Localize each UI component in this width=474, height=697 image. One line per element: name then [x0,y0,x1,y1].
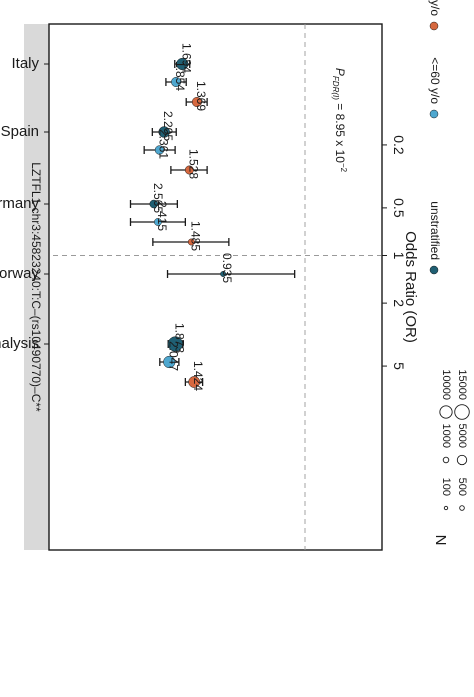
size-legend-label-500: 500 [456,478,468,496]
or-tick-label-2: 2 [391,299,407,307]
size-legend-circle-10000 [439,405,453,419]
p-prefix: P [333,68,347,76]
value-label-norway-unstratified: 0.935 [220,253,234,283]
size-legend-circle-100 [443,505,449,511]
color-legend-swatch-le60 [429,109,439,119]
size-legend-circle-1000 [442,456,450,464]
or-tick-label-5: 5 [391,362,407,370]
value-label-germany-unstratified: 2.565 [151,183,165,213]
size-legend-label-5000: 5000 [456,424,468,448]
or-tick-label-0-2: 0.2 [391,135,407,155]
value-label-meta-analysis-unstratified: 1.873 [172,323,186,353]
facet-strip-title: LZTFL1 chr3:45823240:T:C–(rs10490770)–C*… [29,162,43,412]
point-germany-le60 [154,218,162,226]
category-label-germany: Germany [0,195,39,212]
value-label-spain-le60: 2.361 [156,129,170,159]
point-germany-unstratified [149,199,159,209]
size-legend-title: N [432,535,449,546]
or-axis: 0.2 0.5 1 2 5 [381,24,407,550]
p-value: = 8.95 x 10 [333,100,347,163]
facet-strip [24,24,49,550]
x-axis-title: Odds Ratio (OR) [402,231,419,343]
value-label-italy-unstratified: 1.694 [179,43,193,73]
color-legend-swatch-unstratified [429,265,439,275]
or-tick-label-0-5: 0.5 [391,198,407,218]
size-legend-circle-500 [459,505,465,511]
size-legend-label-100: 100 [440,478,452,496]
or-tick-label-1: 1 [391,252,407,260]
color-legend-label-le60: <=60 y/o [428,57,442,104]
point-norway-unstratified [220,271,227,277]
color-legend-label-gt60: >60 y/o [428,0,442,16]
p-value-annotation: PFDR(I) = 8.95 x 10−2 [331,68,348,173]
category-axis: Italy Spain Germany Norway Meta–analysis [0,55,49,352]
category-label-italy: Italy [11,55,39,72]
category-label-norway: Norway [0,265,39,282]
legend: N 100 500 1000 5000 10000 15000 unstratified <=6… [428,0,470,546]
point-italy-gt60 [191,97,202,107]
size-legend-circle-5000 [456,454,468,466]
point-meta-analysis-gt60 [188,376,201,388]
point-spain-unstratified [158,126,170,138]
value-label-italy-gt60: 1.369 [194,81,208,111]
category-label-spain: Spain [1,123,39,140]
size-legend-label-15000: 15000 [456,369,468,400]
point-spain-gt60 [184,165,194,175]
value-label-meta-analysis-gt60: 1.424 [191,361,205,391]
value-label-germany-le60: 2.415 [155,201,169,231]
p-subscript: FDR(I) [331,76,340,100]
color-legend-swatch-gt60 [429,21,439,31]
size-legend-label-10000: 10000 [440,369,452,400]
value-label-spain-gt60: 1.528 [186,149,200,179]
size-legend-label-1000: 1000 [440,424,452,448]
point-italy-le60 [171,77,182,87]
point-italy-unstratified [176,57,189,71]
chart-rotation-group: LZTFL1 chr3:45823240:T:C–(rs10490770)–C*… [0,0,470,551]
size-legend-circle-15000 [454,404,470,420]
p-exponent: −2 [339,163,348,173]
point-meta-analysis-le60 [163,355,176,369]
point-germany-gt60 [187,238,195,246]
point-spain-le60 [154,145,165,155]
point-meta-analysis-unstratified [167,336,184,352]
plot-panel [48,23,383,551]
value-label-meta-analysis-le60: 2.047 [166,341,180,371]
value-label-germany-gt60: 1.485 [188,221,202,251]
category-label-meta-analysis: Meta–analysis [0,335,39,352]
value-label-spain-unstratified: 2.205 [161,111,175,141]
value-label-italy-le60: 1.854 [173,61,187,91]
color-legend-label-unstratified: unstratified [428,201,442,260]
